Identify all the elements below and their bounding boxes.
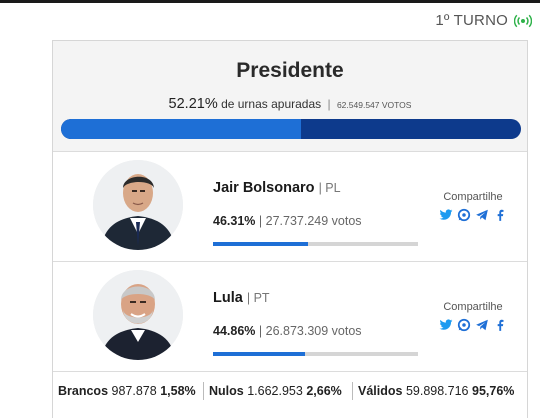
facebook-icon[interactable] — [493, 318, 507, 332]
brancos-total: Brancos 987.878 1,58% — [58, 384, 196, 398]
candidate-photo — [93, 160, 183, 250]
candidate-name: Jair Bolsonaro | PL — [213, 180, 341, 196]
share-group: Compartilhe — [433, 191, 513, 222]
candidate-pct: 46.31% — [213, 214, 256, 228]
candidate-progress-fill — [213, 352, 305, 356]
apuradas-pct: 52.21% — [168, 96, 218, 112]
apuradas-line: 52.21% de urnas apuradas | 62.549.547 VO… — [53, 96, 527, 112]
turno-label: 1º TURNO — [435, 12, 508, 29]
separator: | — [327, 97, 331, 111]
candidate-progress-bar — [213, 352, 418, 356]
candidate-row: Jair Bolsonaro | PL 46.31% | 27.737.249 … — [53, 152, 527, 262]
candidate-photo — [93, 270, 183, 360]
race-title: Presidente — [236, 59, 344, 82]
total-votos: 62.549.547 VOTOS — [336, 100, 412, 110]
apuradas-label: de urnas apuradas — [221, 97, 322, 111]
apuradas-progress-fill — [61, 119, 302, 139]
top-rule — [0, 0, 540, 3]
results-panel: Presidente 52.21% de urnas apuradas | 62… — [52, 40, 528, 418]
telegram-icon[interactable] — [475, 318, 489, 332]
whatsapp-icon[interactable] — [457, 208, 471, 222]
candidate-votes: 46.31% | 27.737.249 votos — [213, 214, 362, 228]
candidate-party: | PT — [246, 291, 270, 305]
nulos-total: Nulos 1.662.953 2,66% — [209, 384, 342, 398]
telegram-icon[interactable] — [475, 208, 489, 222]
candidate-progress-fill — [213, 242, 308, 246]
twitter-icon[interactable] — [439, 318, 453, 332]
share-label: Compartilhe — [443, 301, 503, 313]
whatsapp-icon[interactable] — [457, 318, 471, 332]
share-group: Compartilhe — [433, 301, 513, 332]
divider — [352, 382, 353, 400]
candidate-row: Lula | PT 44.86% | 26.873.309 votos Comp… — [53, 262, 527, 372]
share-label: Compartilhe — [443, 191, 503, 203]
candidate-vote-count: | 27.737.249 votos — [258, 214, 362, 228]
totals-footer: Brancos 987.878 1,58% Nulos 1.662.953 2,… — [0, 370, 540, 414]
candidate-name: Lula | PT — [213, 290, 270, 306]
race-header: Presidente 52.21% de urnas apuradas | 62… — [53, 41, 527, 152]
candidate-votes: 44.86% | 26.873.309 votos — [213, 324, 362, 338]
candidate-vote-count: | 26.873.309 votos — [258, 324, 362, 338]
facebook-icon[interactable] — [493, 208, 507, 222]
candidate-pct: 44.86% — [213, 324, 256, 338]
broadcast-icon — [514, 14, 532, 28]
candidate-progress-bar — [213, 242, 418, 246]
twitter-icon[interactable] — [439, 208, 453, 222]
divider — [203, 382, 204, 400]
candidate-party: | PL — [318, 181, 341, 195]
apuradas-progress-bar — [61, 119, 521, 139]
validos-total: Válidos 59.898.716 95,76% — [358, 384, 515, 398]
